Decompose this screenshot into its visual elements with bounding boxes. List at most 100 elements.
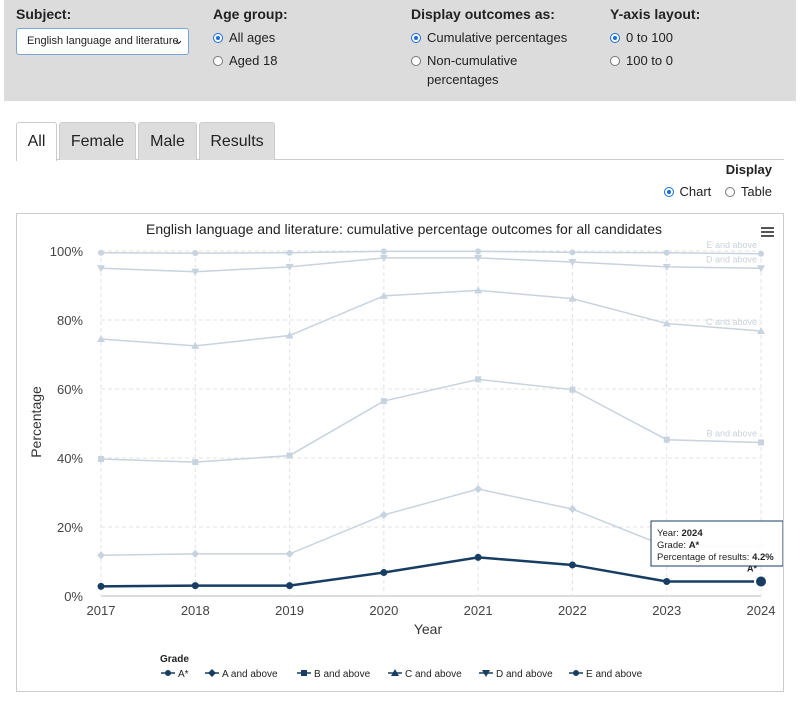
- y-tick-label: 80%: [57, 313, 83, 328]
- data-point[interactable]: [97, 582, 105, 590]
- hovered-point[interactable]: [754, 574, 768, 589]
- data-point[interactable]: [286, 452, 293, 459]
- legend-item[interactable]: A*: [161, 669, 189, 680]
- legend-item[interactable]: D and above: [479, 669, 553, 680]
- data-point[interactable]: [569, 249, 576, 256]
- subject-filter: Subject:: [16, 6, 71, 22]
- data-point[interactable]: [758, 439, 764, 446]
- data-point[interactable]: [379, 291, 388, 299]
- radio-100-to-0[interactable]: 100 to 0: [610, 51, 673, 70]
- legend-item[interactable]: C and above: [388, 669, 462, 680]
- menu-icon[interactable]: [761, 227, 774, 237]
- radio-0-to-100[interactable]: 0 to 100: [610, 28, 673, 47]
- tooltip-line: Year: 2024: [657, 528, 703, 539]
- data-point[interactable]: [474, 254, 483, 262]
- data-point[interactable]: [568, 561, 576, 569]
- data-point[interactable]: [380, 569, 388, 577]
- tab-results[interactable]: Results: [199, 122, 275, 160]
- data-point[interactable]: [663, 436, 670, 443]
- data-point[interactable]: [97, 265, 105, 273]
- subject-select[interactable]: English language and literature ⌄: [16, 28, 189, 55]
- series-line: [100, 289, 762, 347]
- data-point[interactable]: [191, 582, 199, 590]
- data-point[interactable]: [285, 549, 294, 558]
- data-point[interactable]: [98, 249, 104, 256]
- radio-label: 100 to 0: [626, 53, 673, 68]
- data-point[interactable]: [663, 578, 671, 586]
- radio-label-line2: percentages: [427, 72, 499, 87]
- data-point[interactable]: [474, 286, 483, 294]
- legend-item[interactable]: E and above: [569, 669, 643, 680]
- tab-all[interactable]: All: [16, 122, 57, 161]
- data-point[interactable]: [192, 250, 199, 257]
- chart-container: English language and literature: cumulat…: [16, 213, 784, 692]
- legend-item[interactable]: A and above: [205, 669, 278, 680]
- radio-non-cumulative[interactable]: Non-cumulative percentages: [411, 51, 517, 89]
- data-point[interactable]: [475, 376, 482, 383]
- legend-marker[interactable]: [391, 669, 399, 676]
- radio-chart[interactable]: Chart: [663, 184, 712, 199]
- data-point[interactable]: [380, 398, 387, 405]
- data-point[interactable]: [663, 249, 670, 256]
- data-point[interactable]: [662, 263, 671, 271]
- display-toggle: Display Chart Table: [663, 162, 772, 199]
- legend-label: A*: [178, 669, 189, 680]
- data-point[interactable]: [757, 327, 765, 335]
- x-tick-label: 2020: [369, 603, 398, 618]
- data-point[interactable]: [474, 485, 483, 494]
- y-tick-label: 60%: [57, 382, 83, 397]
- data-point[interactable]: [97, 551, 105, 560]
- legend-marker[interactable]: [482, 670, 490, 677]
- tab-male[interactable]: Male: [138, 122, 197, 160]
- data-point[interactable]: [757, 265, 765, 273]
- radio-aged-18[interactable]: Aged 18: [213, 51, 277, 70]
- data-point[interactable]: [285, 331, 294, 339]
- series-line: [100, 250, 762, 255]
- radio-dot: [213, 56, 223, 66]
- radio-label: 0 to 100: [626, 30, 673, 45]
- legend-marker[interactable]: [573, 670, 579, 676]
- data-point[interactable]: [568, 294, 577, 302]
- radio-label: Chart: [679, 184, 712, 199]
- radio-table[interactable]: Table: [724, 184, 772, 199]
- data-point[interactable]: [286, 582, 294, 590]
- data-point[interactable]: [191, 341, 200, 349]
- data-point[interactable]: [192, 459, 199, 466]
- age-heading: Age group:: [213, 6, 288, 22]
- data-point[interactable]: [568, 259, 577, 267]
- x-tick-label: 2017: [87, 603, 116, 618]
- x-axis-label: Year: [414, 621, 443, 637]
- data-point[interactable]: [758, 250, 764, 257]
- tab-female[interactable]: Female: [59, 122, 136, 160]
- data-point[interactable]: [285, 263, 294, 271]
- x-tick-label: 2024: [747, 603, 776, 618]
- data-point[interactable]: [569, 386, 576, 393]
- data-point[interactable]: [97, 334, 105, 342]
- radio-all-ages[interactable]: All ages: [213, 28, 275, 47]
- data-point[interactable]: [286, 249, 293, 256]
- data-point[interactable]: [98, 456, 104, 463]
- data-point[interactable]: [474, 553, 482, 561]
- tooltip-line: Percentage of results: 4.2%: [657, 552, 774, 563]
- x-tick-label: 2019: [275, 603, 304, 618]
- legend-marker[interactable]: [165, 670, 171, 676]
- legend-marker[interactable]: [208, 669, 216, 677]
- data-point[interactable]: [662, 319, 671, 327]
- display-heading: Display: [725, 162, 772, 177]
- data-point[interactable]: [379, 510, 388, 519]
- radio-cumulative[interactable]: Cumulative percentages: [411, 28, 567, 47]
- y-tick-label: 100%: [50, 244, 84, 259]
- data-point[interactable]: [475, 248, 482, 255]
- data-point[interactable]: [191, 549, 200, 558]
- legend-title: Grade: [160, 654, 189, 665]
- line-end-label: B and above: [706, 428, 757, 438]
- data-point[interactable]: [379, 254, 388, 262]
- legend-item[interactable]: B and above: [297, 669, 371, 680]
- series-line: [100, 378, 762, 463]
- data-point[interactable]: [380, 248, 387, 255]
- legend-marker[interactable]: [301, 670, 307, 676]
- data-point[interactable]: [191, 268, 200, 276]
- radio-dot: [663, 187, 674, 197]
- data-point[interactable]: [568, 505, 577, 514]
- radio-dot: [411, 33, 421, 43]
